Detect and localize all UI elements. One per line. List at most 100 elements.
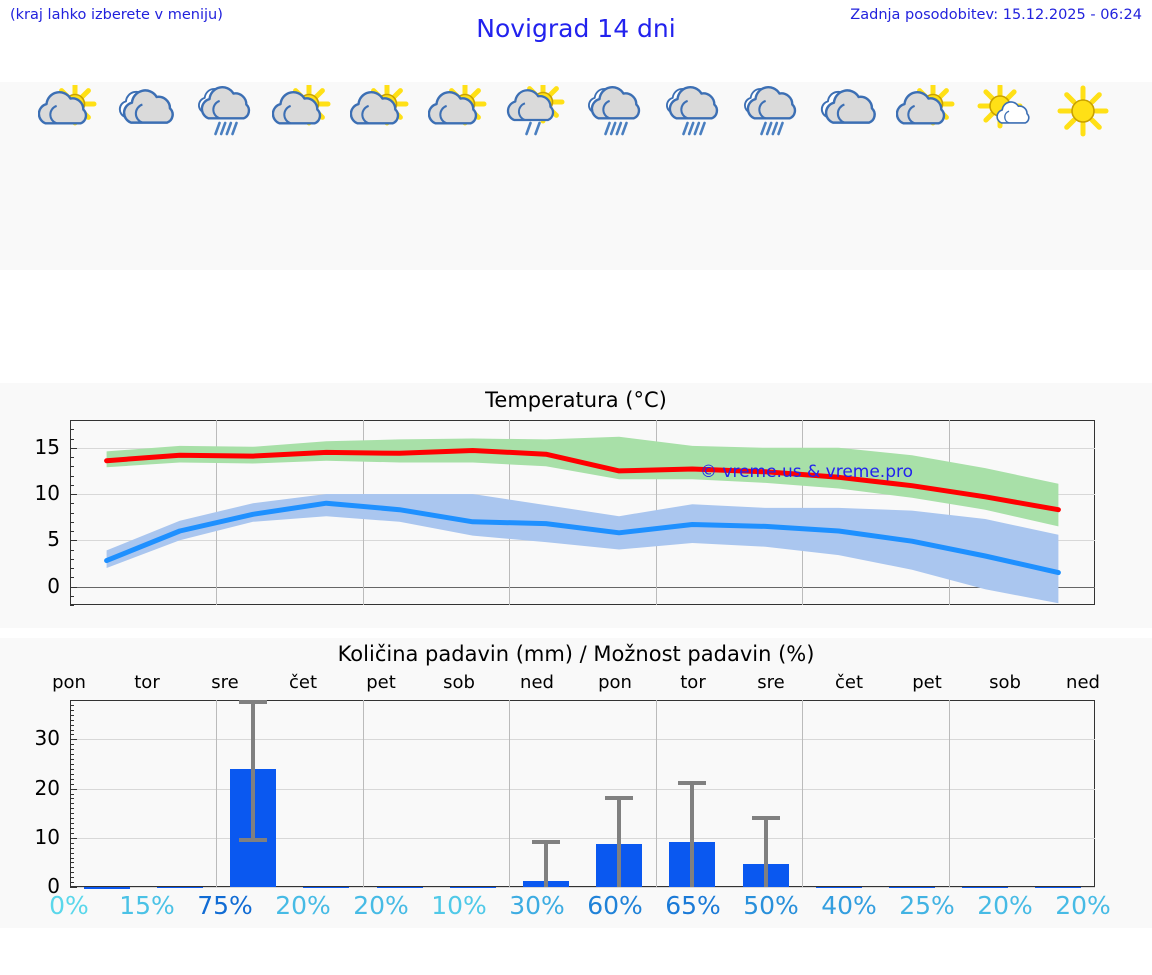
y-minor-tick <box>70 531 74 532</box>
day-column[interactable] <box>264 82 342 270</box>
y-minor-tick <box>70 475 74 477</box>
temperature-line <box>104 448 1061 513</box>
y-minor-tick <box>70 605 74 606</box>
y-minor-tick <box>70 744 74 746</box>
y-minor-tick <box>70 877 74 879</box>
precipitation-day-label: pon <box>52 672 86 693</box>
day-column[interactable] <box>732 82 810 270</box>
precipitation-probability: 50% <box>743 891 799 920</box>
y-minor-tick <box>70 724 74 726</box>
sun-behind-cloud-icon <box>420 84 498 140</box>
day-column[interactable] <box>420 82 498 270</box>
precipitation-chart-title: Količina padavin (mm) / Možnost padavin … <box>337 642 815 666</box>
day-column[interactable] <box>654 82 732 270</box>
precipitation-bar[interactable] <box>889 886 935 889</box>
gridline-horizontal <box>70 586 1095 588</box>
uncertainty-band <box>106 494 1059 604</box>
day-column[interactable] <box>576 82 654 270</box>
y-tick-mark <box>70 887 77 888</box>
daily-forecast-row <box>0 82 1152 270</box>
y-minor-tick <box>70 704 74 706</box>
y-minor-tick <box>70 813 74 815</box>
precipitation-bar[interactable] <box>83 887 130 889</box>
precipitation-day-label: tor <box>134 672 160 693</box>
y-minor-tick <box>70 759 74 761</box>
temperature-plot <box>70 420 1095 606</box>
y-minor-tick <box>70 714 74 716</box>
precipitation-probability: 65% <box>665 891 721 920</box>
precipitation-probability: 75% <box>197 891 253 920</box>
precipitation-plot <box>70 700 1095 889</box>
y-minor-tick <box>70 867 74 869</box>
y-axis-label: 20 <box>34 775 60 800</box>
gridline-horizontal <box>70 837 1095 839</box>
day-column[interactable] <box>186 82 264 270</box>
precipitation-day-label: ned <box>1066 672 1100 693</box>
day-column[interactable] <box>810 82 888 270</box>
precipitation-bar[interactable] <box>376 886 423 888</box>
y-minor-tick <box>70 521 74 523</box>
precipitation-day-label: ned <box>520 672 554 693</box>
y-minor-tick <box>70 808 74 810</box>
precipitation-chart-panel: Količina padavin (mm) / Možnost padavin … <box>0 638 1152 928</box>
day-column[interactable] <box>888 82 966 270</box>
y-minor-tick <box>70 466 74 468</box>
precipitation-bar[interactable] <box>815 886 862 889</box>
y-minor-tick <box>70 783 74 785</box>
error-bar-cap-top <box>751 815 780 820</box>
day-column[interactable] <box>30 82 108 270</box>
precipitation-probability: 15% <box>119 891 175 920</box>
precipitation-bar[interactable] <box>1035 886 1082 889</box>
y-minor-tick <box>70 862 74 864</box>
gridline-horizontal <box>70 494 1095 495</box>
error-bar-stem <box>617 796 622 887</box>
sun-behind-cloud-icon <box>342 84 420 140</box>
day-column[interactable] <box>1044 82 1122 270</box>
y-minor-tick <box>70 558 74 560</box>
precipitation-bar[interactable] <box>156 886 203 888</box>
precipitation-probability: 60% <box>587 891 643 920</box>
y-axis-label: 0 <box>47 874 60 898</box>
gridline-vertical <box>802 700 804 887</box>
day-column[interactable] <box>966 82 1044 270</box>
daily-forecast-strip <box>0 82 1152 270</box>
day-column[interactable] <box>498 82 576 270</box>
y-minor-tick <box>70 503 74 505</box>
chart-watermark: © vreme.us & vreme.pro <box>700 462 914 482</box>
sun-behind-cloud-icon <box>264 84 342 140</box>
cloudy-icon <box>810 84 888 140</box>
precipitation-day-label: pon <box>598 672 632 693</box>
precipitation-day-label: pet <box>912 672 942 693</box>
y-minor-tick <box>70 595 74 597</box>
y-minor-tick <box>70 734 74 736</box>
y-minor-tick <box>70 709 74 711</box>
sun-behind-cloud-icon <box>888 84 966 140</box>
sun-behind-rain-cloud-icon <box>498 84 576 140</box>
y-axis-label: 15 <box>34 434 60 459</box>
day-column[interactable] <box>342 82 420 270</box>
precipitation-bar[interactable] <box>303 886 350 888</box>
precipitation-bar[interactable] <box>449 886 496 888</box>
page-title: Novigrad 14 dni <box>476 14 676 43</box>
gridline-horizontal <box>70 887 1095 888</box>
y-minor-tick <box>70 827 74 829</box>
precipitation-day-label: sre <box>757 672 785 693</box>
y-minor-tick <box>70 438 74 440</box>
y-axis-label: 0 <box>47 573 60 598</box>
gridline-vertical <box>655 700 657 887</box>
gridline-horizontal <box>70 788 1095 790</box>
day-column[interactable] <box>108 82 186 270</box>
sunny-icon <box>1044 84 1122 140</box>
precipitation-day-label: čet <box>288 672 318 693</box>
temperature-chart-panel: Temperatura (°C) © vreme.us & vreme.pro … <box>0 383 1152 628</box>
error-bar-stem <box>543 840 548 888</box>
precipitation-probability: 10% <box>431 891 487 920</box>
precipitation-day-label: sob <box>989 672 1021 693</box>
y-minor-tick <box>70 847 74 849</box>
y-minor-tick <box>70 852 74 854</box>
y-minor-tick <box>70 818 74 820</box>
y-tick-mark <box>70 540 77 542</box>
y-minor-tick <box>70 773 74 775</box>
gridline-vertical <box>216 700 218 887</box>
precipitation-bar[interactable] <box>962 886 1009 889</box>
